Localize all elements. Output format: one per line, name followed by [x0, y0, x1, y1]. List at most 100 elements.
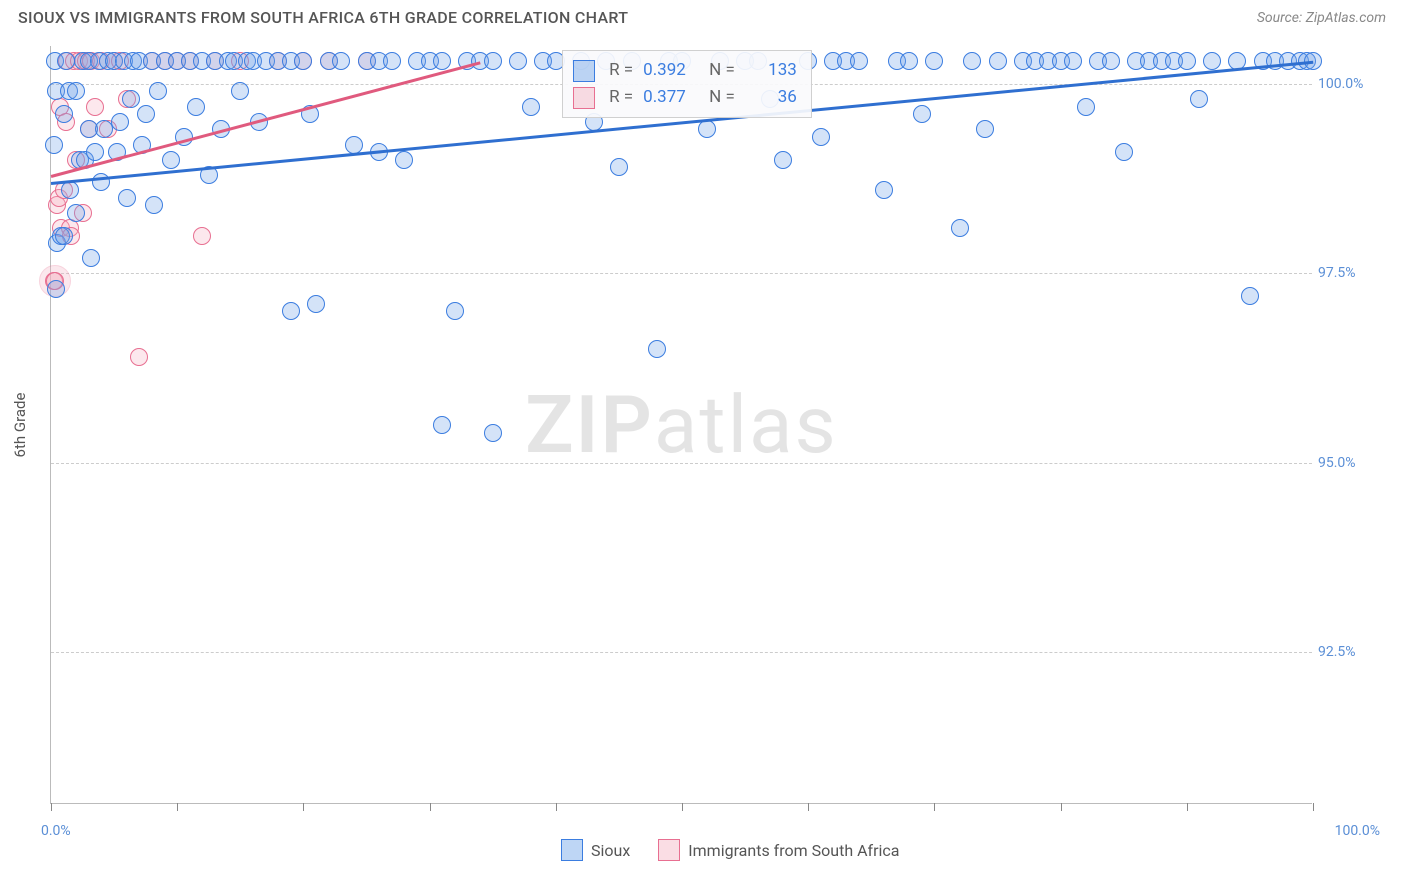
scatter-point — [92, 52, 110, 70]
scatter-point — [55, 105, 73, 123]
scatter-point — [48, 196, 66, 214]
scatter-point — [130, 348, 148, 366]
scatter-point — [47, 82, 65, 100]
chart-title: SIOUX VS IMMIGRANTS FROM SOUTH AFRICA 6T… — [18, 8, 628, 27]
legend-label: Immigrants from South Africa — [688, 841, 899, 860]
scatter-point — [74, 204, 92, 222]
plot-area: ZIPatlas 92.5%95.0%97.5%100.0%0.0%100.0%… — [50, 46, 1312, 804]
scatter-point — [105, 52, 123, 70]
stats-row: R =0.392N =133 — [573, 57, 797, 84]
scatter-point — [156, 52, 174, 70]
x-tick — [177, 803, 178, 811]
scatter-point — [187, 98, 205, 116]
scatter-point — [888, 52, 906, 70]
scatter-point — [648, 340, 666, 358]
scatter-point — [58, 52, 76, 70]
scatter-point — [105, 52, 123, 70]
x-tick — [808, 803, 809, 811]
scatter-point — [1153, 52, 1171, 70]
scatter-point — [82, 52, 100, 70]
scatter-point-large — [39, 265, 71, 297]
scatter-point — [610, 158, 628, 176]
legend-swatch — [573, 87, 595, 109]
scatter-point — [900, 52, 918, 70]
scatter-point — [269, 52, 287, 70]
grid-line — [51, 273, 1312, 274]
scatter-point — [1165, 52, 1183, 70]
scatter-point — [193, 227, 211, 245]
scatter-point — [913, 105, 931, 123]
stats-row: R =0.377N =36 — [573, 84, 797, 111]
scatter-point — [111, 113, 129, 131]
scatter-point — [99, 120, 117, 138]
scatter-point — [370, 52, 388, 70]
scatter-point — [74, 52, 92, 70]
scatter-point — [534, 52, 552, 70]
scatter-point — [1178, 52, 1196, 70]
scatter-point — [95, 120, 113, 138]
x-tick — [934, 803, 935, 811]
scatter-point — [47, 280, 65, 298]
scatter-point — [77, 52, 95, 70]
scatter-point — [86, 98, 104, 116]
x-tick — [556, 803, 557, 811]
scatter-point — [60, 82, 78, 100]
scatter-point — [45, 136, 63, 154]
scatter-point — [509, 52, 527, 70]
scatter-point — [46, 52, 64, 70]
grid-line — [51, 463, 1312, 464]
legend-swatch — [561, 839, 583, 861]
scatter-point — [332, 52, 350, 70]
scatter-point — [70, 52, 88, 70]
scatter-point — [168, 52, 186, 70]
scatter-point — [875, 181, 893, 199]
scatter-point — [408, 52, 426, 70]
watermark-light: atlas — [654, 378, 838, 472]
scatter-point — [62, 227, 80, 245]
scatter-point — [86, 143, 104, 161]
scatter-point — [118, 189, 136, 207]
scatter-point — [1039, 52, 1057, 70]
legend-item: Immigrants from South Africa — [658, 839, 899, 861]
scatter-point — [358, 52, 376, 70]
scatter-point — [433, 52, 451, 70]
scatter-point — [824, 52, 842, 70]
watermark-bold: ZIP — [525, 378, 654, 472]
scatter-point — [65, 52, 83, 70]
scatter-point — [282, 52, 300, 70]
stat-label: N = — [709, 57, 735, 84]
scatter-point — [145, 196, 163, 214]
stat-label: R = — [609, 84, 633, 111]
scatter-point — [80, 120, 98, 138]
scatter-point — [156, 52, 174, 70]
scatter-point — [82, 249, 100, 267]
scatter-point — [137, 105, 155, 123]
legend-item: Sioux — [561, 839, 630, 861]
scatter-point — [269, 52, 287, 70]
scatter-point — [206, 52, 224, 70]
scatter-point — [181, 52, 199, 70]
x-tick-label-min: 0.0% — [41, 823, 71, 839]
scatter-point — [193, 52, 211, 70]
scatter-point — [294, 52, 312, 70]
scatter-point — [282, 302, 300, 320]
scatter-point — [67, 82, 85, 100]
plot-wrap: 6th Grade ZIPatlas 92.5%95.0%97.5%100.0%… — [50, 46, 1312, 804]
legend: Sioux Immigrants from South Africa — [561, 839, 899, 861]
scatter-point — [51, 98, 69, 116]
scatter-point — [225, 52, 243, 70]
source-label: Source: ZipAtlas.com — [1257, 10, 1386, 26]
stat-label: R = — [609, 57, 633, 84]
scatter-point — [1089, 52, 1107, 70]
scatter-point — [181, 52, 199, 70]
y-tick-label: 92.5% — [1318, 644, 1388, 660]
x-tick-label-max: 100.0% — [1335, 823, 1380, 839]
x-tick — [1313, 803, 1314, 811]
scatter-point — [45, 272, 63, 290]
scatter-point — [1203, 52, 1221, 70]
scatter-point — [989, 52, 1007, 70]
scatter-point — [118, 90, 136, 108]
scatter-point — [130, 52, 148, 70]
scatter-point — [307, 295, 325, 313]
scatter-point — [951, 219, 969, 237]
